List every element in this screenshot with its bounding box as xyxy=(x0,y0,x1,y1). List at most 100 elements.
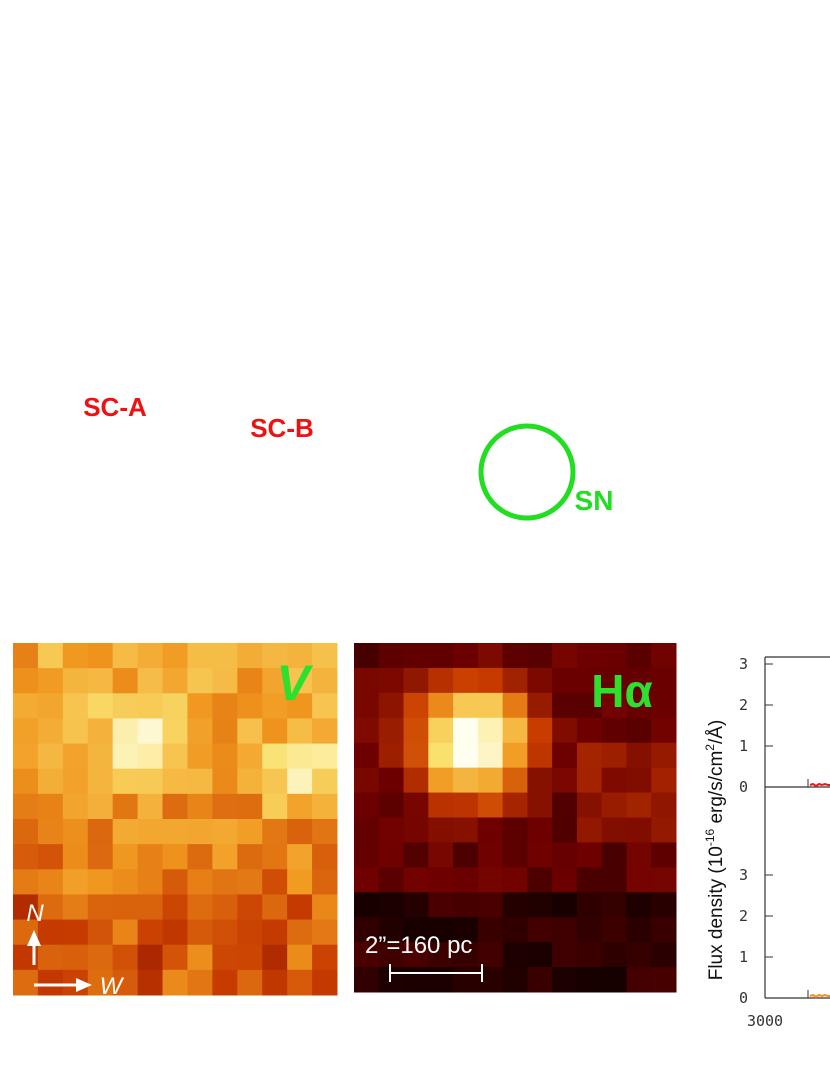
pixel xyxy=(403,692,429,719)
pixel xyxy=(87,944,114,971)
pixel xyxy=(237,693,263,719)
pixel xyxy=(626,842,652,868)
pixel xyxy=(527,742,553,769)
pixel xyxy=(312,643,338,669)
halpha-image xyxy=(354,643,677,993)
pixel xyxy=(601,643,627,669)
pixel xyxy=(13,793,39,820)
pixel xyxy=(237,668,263,694)
pixel xyxy=(312,693,338,719)
pixel xyxy=(112,793,139,820)
pixel xyxy=(112,869,139,895)
pixel xyxy=(576,892,603,918)
pixel xyxy=(287,869,313,895)
pixel xyxy=(312,668,338,694)
pixel xyxy=(453,717,479,744)
pixel xyxy=(137,668,164,694)
pixel xyxy=(237,819,263,845)
pixel xyxy=(162,718,188,745)
pixel xyxy=(527,892,553,918)
pixel xyxy=(626,742,652,769)
pixel xyxy=(212,668,238,694)
pixel xyxy=(428,942,454,968)
pixel xyxy=(312,793,338,820)
pixel xyxy=(13,718,39,745)
pixel xyxy=(37,844,64,870)
pixel xyxy=(137,869,164,895)
pixel xyxy=(312,869,338,895)
label-part: 2 xyxy=(703,744,717,751)
pixel xyxy=(403,967,429,993)
pixel xyxy=(477,842,504,868)
tick-labels: 0 1 2 3 0 1 2 3 3000 xyxy=(739,655,783,1030)
pixel xyxy=(552,967,578,993)
pixel xyxy=(403,842,429,868)
pixel xyxy=(187,718,213,745)
pixel xyxy=(576,767,603,794)
pixel xyxy=(212,894,238,921)
pixel xyxy=(354,967,380,993)
pixel xyxy=(87,743,114,770)
pixel xyxy=(187,869,213,895)
pixel xyxy=(477,867,504,893)
pixel xyxy=(162,743,188,770)
pixel xyxy=(354,692,380,719)
pixel xyxy=(37,668,64,694)
pixel xyxy=(13,894,39,921)
pixel xyxy=(354,842,380,868)
pixel xyxy=(626,667,652,694)
pixel xyxy=(137,894,164,921)
pixel xyxy=(187,693,213,719)
pixel xyxy=(651,692,677,719)
compass-label: W xyxy=(100,973,125,1000)
pixel xyxy=(187,643,213,669)
pixel xyxy=(651,643,677,669)
pixel xyxy=(552,942,578,968)
pixel xyxy=(137,793,164,820)
pixel xyxy=(477,742,504,769)
pixel xyxy=(287,844,313,870)
pixel xyxy=(112,969,139,996)
pixel xyxy=(428,717,454,744)
pixel xyxy=(601,717,627,744)
pixel xyxy=(626,917,652,943)
pixel xyxy=(212,944,238,971)
pixel xyxy=(477,817,504,843)
pixel xyxy=(312,819,338,845)
pixel xyxy=(212,869,238,895)
pixel xyxy=(354,643,380,669)
pixel xyxy=(651,767,677,794)
pixel xyxy=(601,667,627,694)
pixel xyxy=(212,844,238,870)
pixel xyxy=(428,767,454,794)
pixel xyxy=(601,692,627,719)
pixel xyxy=(626,967,652,993)
pixel xyxy=(162,793,188,820)
pixel xyxy=(403,867,429,893)
pixel xyxy=(237,793,263,820)
pixel xyxy=(428,692,454,719)
pixel xyxy=(62,643,89,669)
y-tick-label: 2 xyxy=(739,907,748,925)
pixel xyxy=(162,844,188,870)
pixel xyxy=(403,742,429,769)
pixel xyxy=(37,894,64,921)
pixel xyxy=(576,842,603,868)
pixel xyxy=(37,643,64,669)
pixel xyxy=(87,793,114,820)
pixel xyxy=(212,793,238,820)
pixel xyxy=(354,817,380,843)
pixel xyxy=(87,693,114,719)
y-tick-label: 3 xyxy=(739,655,748,673)
pixel xyxy=(112,743,139,770)
pixel xyxy=(502,667,528,694)
pixel xyxy=(403,917,429,943)
pixel xyxy=(651,717,677,744)
pixel xyxy=(162,969,188,996)
cluster-label: SC-B xyxy=(250,413,314,443)
pixel xyxy=(262,793,288,820)
pixel xyxy=(527,942,553,968)
pixel xyxy=(428,917,454,943)
pixel xyxy=(527,692,553,719)
pixel xyxy=(626,867,652,893)
